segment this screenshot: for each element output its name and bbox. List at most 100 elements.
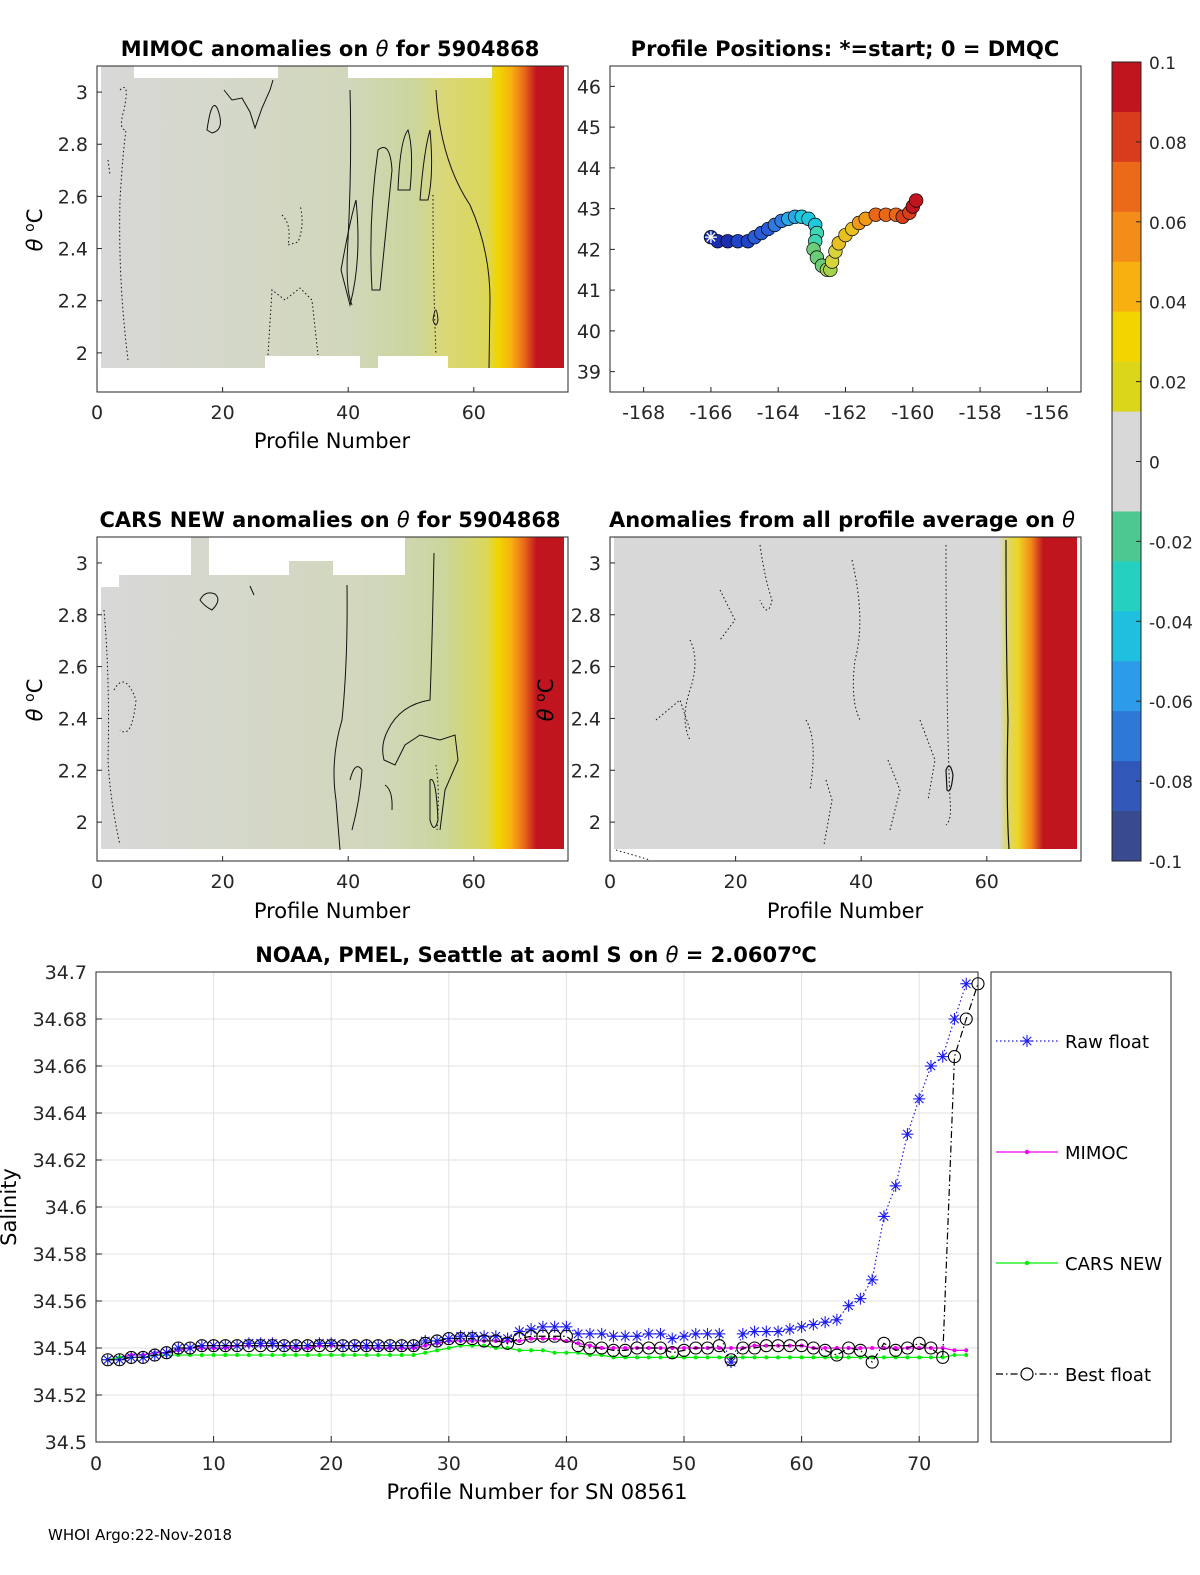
circle-marker: [924, 1341, 938, 1355]
colorbar-tick-label: -0.08: [1149, 773, 1193, 793]
axes-frame-panel-c: [96, 536, 569, 862]
colorbar-tick-label: -0.04: [1149, 613, 1193, 633]
x-tick-label: 0: [91, 402, 103, 424]
panel-d-ylabel: θ oC: [533, 679, 558, 722]
asterisk-stroke: [796, 1322, 807, 1332]
asterisk-stroke: [573, 1329, 583, 1339]
dot-marker: [834, 1355, 839, 1360]
panel-salinity: NOAA, PMEL, Seattle at aoml S on θ = 2.0…: [0, 942, 1172, 1504]
asterisk-stroke: [385, 1341, 395, 1351]
asterisk-marker: [795, 1320, 808, 1333]
dot-marker: [552, 1336, 557, 1341]
asterisk-stroke: [585, 1329, 595, 1339]
y-tick-label: 3: [76, 553, 88, 575]
contours-panel-a: [206, 79, 491, 369]
dot-marker: [235, 1353, 240, 1358]
dot-marker: [446, 1346, 451, 1350]
asterisk-marker: [654, 1327, 667, 1340]
x-tick-label: -160: [891, 402, 934, 424]
asterisk-stroke: [620, 1331, 630, 1341]
asterisk-marker: [1021, 1035, 1033, 1047]
heatmap-panel-c: [101, 537, 564, 849]
asterisk-stroke: [679, 1331, 689, 1341]
circle-marker: [559, 1329, 573, 1343]
asterisk-marker: [960, 977, 973, 990]
circle-marker: [865, 1355, 879, 1369]
colorbar-band: [1112, 611, 1141, 662]
y-tick-label: 40: [577, 321, 601, 343]
dot-marker: [646, 1355, 651, 1360]
dot-marker: [717, 1346, 722, 1350]
x-tick-label: 20: [319, 1453, 343, 1475]
dot-marker: [576, 1341, 581, 1346]
y-tick-label: 34.64: [33, 1103, 87, 1125]
heatmap-panel-a: [101, 66, 564, 368]
asterisk-marker: [548, 1320, 561, 1333]
dot-marker: [776, 1355, 781, 1360]
asterisk-marker: [854, 1292, 867, 1305]
asterisk-stroke: [914, 1094, 924, 1104]
asterisk-marker: [630, 1330, 643, 1343]
circle-marker: [501, 1336, 515, 1350]
y-tick-label: 42: [577, 239, 601, 261]
colorbar-band: [1112, 511, 1141, 562]
y-tick-label: 34.7: [45, 962, 87, 984]
dot-marker: [917, 1355, 922, 1360]
y-tick-label: 41: [577, 280, 601, 302]
asterisk-stroke: [832, 1315, 842, 1325]
dot-marker: [399, 1353, 404, 1358]
y-tick-label: 2.6: [571, 657, 601, 679]
circle-marker: [653, 1341, 668, 1355]
legend-label-best: Best float: [1065, 1365, 1151, 1386]
y-tick-label: 2.4: [58, 239, 88, 261]
dot-marker: [199, 1353, 204, 1358]
asterisk-marker: [913, 1092, 926, 1105]
series-line-best-float: [107, 983, 979, 1364]
legend-box: [990, 971, 1172, 1443]
x-tick-label: -164: [757, 402, 800, 424]
asterisk-stroke: [667, 1333, 677, 1344]
dot-marker: [540, 1348, 545, 1353]
dot-marker: [529, 1348, 534, 1353]
asterisk-stroke: [491, 1331, 501, 1341]
dot-marker-icon: [1024, 1149, 1030, 1155]
asterisk-stroke: [749, 1326, 760, 1337]
colorbar-band: [1112, 211, 1141, 263]
asterisk-marker: [384, 1339, 396, 1352]
circle-marker: [160, 1346, 174, 1360]
x-tick-label: 30: [437, 1453, 461, 1475]
colorbar-bands: [1112, 62, 1141, 862]
x-tick-label: -166: [689, 402, 732, 424]
legend-mimoc: MIMOC: [996, 1143, 1128, 1164]
panel-a-title: MIMOC anomalies on θ for 5904868: [121, 37, 540, 61]
asterisk-marker: [536, 1320, 549, 1333]
asterisk-marker: [595, 1327, 608, 1340]
dot-marker: [517, 1338, 522, 1343]
asterisk-marker: [560, 1320, 573, 1333]
dot-marker: [787, 1343, 792, 1348]
dot-marker: [529, 1336, 534, 1341]
x-tick-label: 60: [462, 871, 486, 893]
dot-marker: [717, 1355, 722, 1360]
asterisk-marker: [842, 1299, 855, 1312]
asterisk-stroke: [949, 1014, 960, 1024]
y-tick-label: 44: [577, 158, 601, 180]
contours-dotted-panel-c: [103, 609, 439, 846]
salinity-xlabel: Profile Number for SN 08561: [386, 1480, 687, 1504]
panel-d-title: Anomalies from all profile average on θ: [609, 508, 1075, 532]
x-tick-label: 60: [975, 871, 999, 893]
nodata-patch: [348, 66, 492, 78]
asterisk-marker: [666, 1332, 679, 1345]
asterisk-marker: [936, 1050, 949, 1063]
x-tick-label: 0: [91, 871, 103, 893]
dot-marker: [952, 1353, 957, 1358]
legend-raw-float: Raw float: [996, 1032, 1149, 1053]
circle-marker: [900, 1341, 914, 1355]
asterisk-marker: [619, 1330, 632, 1343]
asterisk-stroke: [644, 1329, 654, 1339]
y-tick-label: 2: [76, 812, 88, 834]
legend-label-mimoc: MIMOC: [1065, 1143, 1128, 1164]
colorbar-tick-label: 0.1: [1149, 54, 1176, 74]
nodata-patch: [97, 575, 119, 587]
